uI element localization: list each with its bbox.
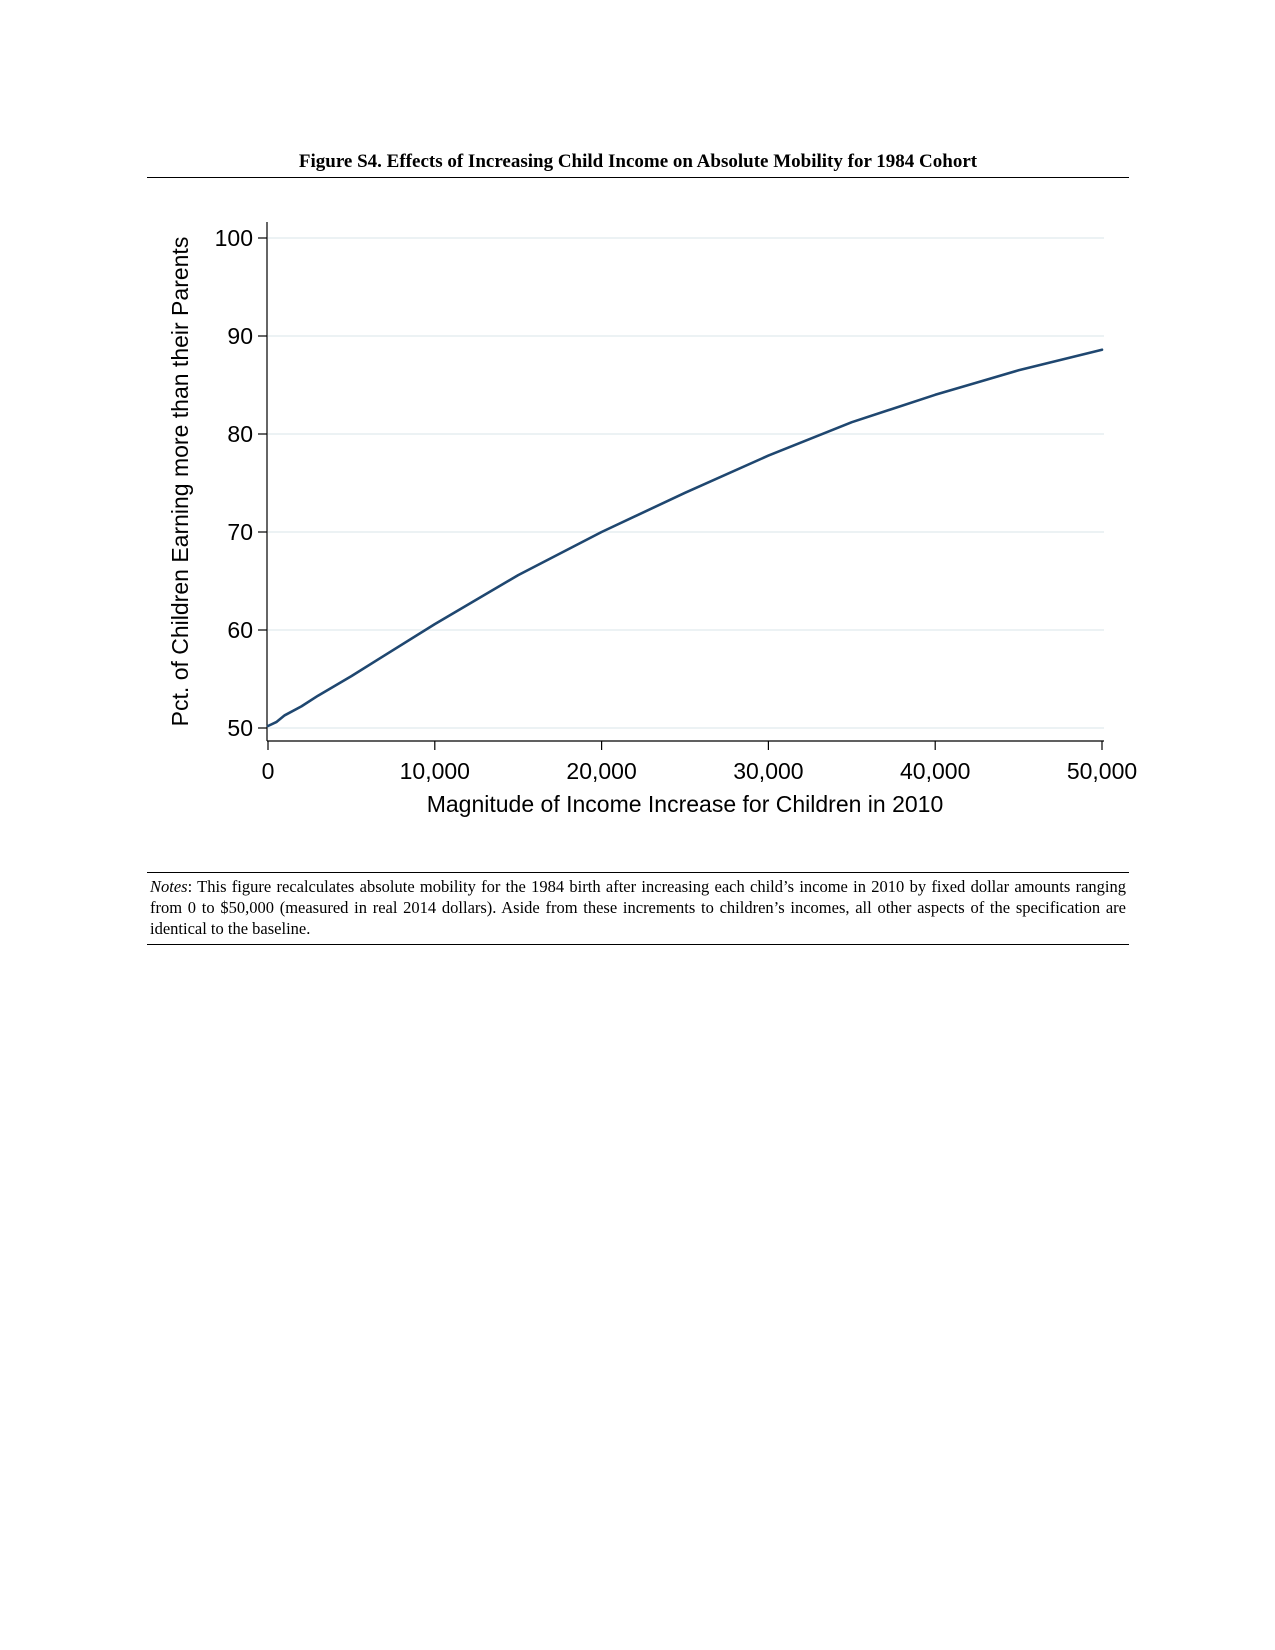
figure-title: Figure S4. Effects of Increasing Child I…	[298, 151, 978, 172]
notes-bottom-rule	[147, 944, 1129, 945]
notes-label: Notes	[150, 877, 188, 896]
line-chart: 50 60 70 80 90 100 0 10,000 20,000 30,000 40,000 50…	[167, 222, 1137, 817]
y-axis-title: Pct. of Children Earning more than their…	[167, 237, 193, 727]
y-tick-label: 80	[227, 421, 253, 447]
y-tick-label: 50	[227, 715, 253, 741]
y-tick-label: 70	[227, 519, 253, 545]
title-rule	[147, 177, 1129, 178]
x-tick-label: 0	[262, 758, 275, 784]
x-tick-label: 30,000	[733, 758, 803, 784]
axis-labels: 50 60 70 80 90 100 0 10,000 20,000 30,000 40,000 50…	[167, 225, 1137, 817]
series-layer	[266, 348, 1104, 728]
y-tick-label: 100	[215, 225, 253, 251]
notes-top-rule	[147, 872, 1129, 873]
y-tick-label: 90	[227, 323, 253, 349]
x-tick-label: 40,000	[900, 758, 970, 784]
x-axis-title: Magnitude of Income Increase for Childre…	[427, 791, 944, 817]
series-line	[266, 348, 1104, 728]
notes-text: : This figure recalculates absolute mobi…	[150, 877, 1126, 938]
figure-notes: Notes: This figure recalculates absolute…	[150, 876, 1126, 939]
axes	[258, 222, 1104, 750]
grid-lines	[268, 237, 1104, 729]
x-tick-label: 10,000	[400, 758, 470, 784]
x-tick-label: 50,000	[1067, 758, 1137, 784]
y-tick-label: 60	[227, 617, 253, 643]
x-tick-label: 20,000	[566, 758, 636, 784]
